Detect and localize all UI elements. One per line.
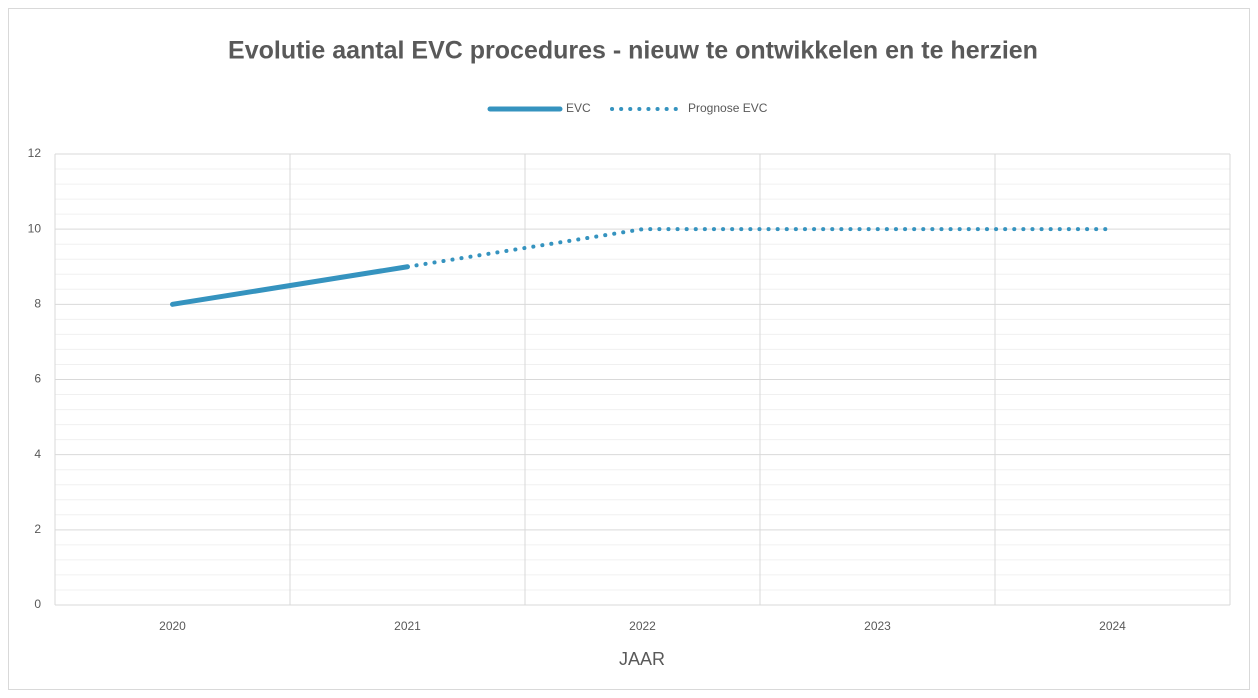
x-tick-label: 2023 — [864, 619, 891, 633]
y-tick-label: 8 — [34, 297, 41, 311]
y-tick-label: 10 — [28, 221, 42, 235]
x-axis-label: JAAR — [619, 649, 665, 669]
y-tick-label: 12 — [28, 146, 42, 160]
x-tick-label: 2020 — [159, 619, 186, 633]
legend-label: EVC — [566, 101, 591, 115]
y-tick-label: 2 — [34, 522, 41, 536]
y-tick-label: 6 — [34, 372, 41, 386]
series-line — [405, 227, 1115, 269]
x-tick-label: 2024 — [1099, 619, 1126, 633]
y-tick-label: 4 — [34, 447, 41, 461]
series-line — [170, 264, 410, 307]
x-tick-label: 2022 — [629, 619, 656, 633]
x-tick-label: 2021 — [394, 619, 421, 633]
chart-title: Evolutie aantal EVC procedures - nieuw t… — [228, 37, 1038, 65]
y-tick-label: 0 — [34, 597, 41, 611]
legend-label: Prognose EVC — [688, 101, 768, 115]
